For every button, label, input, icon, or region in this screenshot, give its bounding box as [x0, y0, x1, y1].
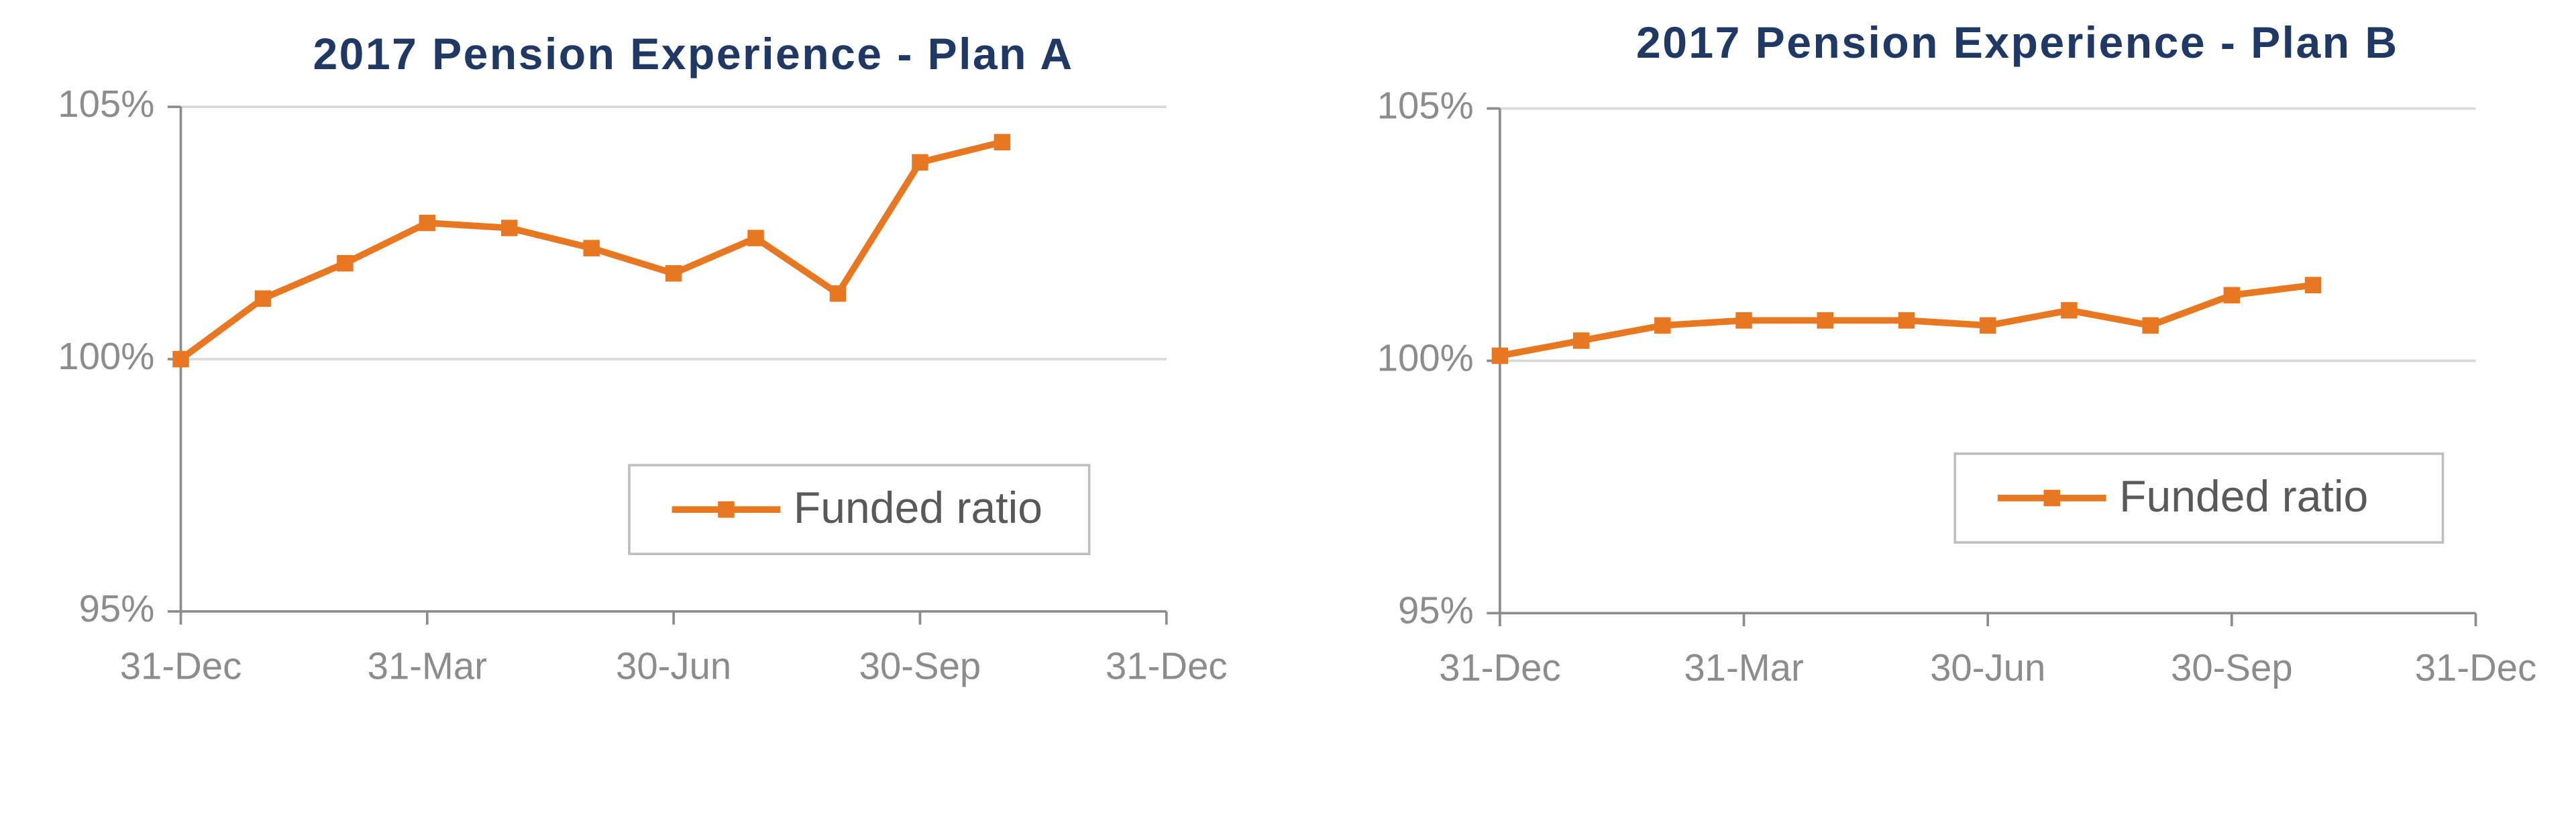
data-point — [172, 350, 189, 368]
data-point — [337, 254, 354, 272]
data-point — [2304, 277, 2322, 293]
data-point — [1735, 312, 1752, 329]
chart-title: 2017 Pension Experience - Plan A — [313, 30, 1073, 79]
data-point — [747, 230, 764, 246]
x-tick-label: 30-Jun — [616, 645, 731, 687]
y-tick-label: 95% — [79, 587, 155, 630]
data-point — [419, 214, 436, 232]
legend: Funded ratio — [628, 464, 1091, 556]
y-tick-label: 100% — [1377, 336, 1474, 379]
x-tick-label: 31-Dec — [120, 645, 242, 687]
y-tick-label: 105% — [1377, 84, 1474, 126]
data-point — [1817, 312, 1834, 329]
x-tick-label: 30-Sep — [859, 645, 981, 687]
data-point — [2142, 317, 2159, 334]
data-point — [1654, 317, 1671, 334]
x-tick-label: 30-Jun — [1930, 646, 2045, 689]
x-tick-label: 31-Mar — [1684, 646, 1803, 689]
data-point — [501, 219, 518, 236]
data-point — [665, 265, 682, 282]
data-point — [1491, 347, 1509, 364]
legend-label: Funded ratio — [794, 483, 1042, 533]
legend-marker — [718, 501, 735, 518]
x-tick-label: 31-Dec — [1106, 645, 1228, 687]
data-point — [1898, 312, 1915, 329]
chart: 2017 Pension Experience - Plan B 95% 100% 1… — [1377, 18, 2537, 689]
chart-title: 2017 Pension Experience - Plan B — [1636, 18, 2399, 68]
y-tick-label: 95% — [1398, 589, 1474, 631]
data-point — [2223, 287, 2241, 304]
data-point — [829, 285, 847, 302]
data-point — [2061, 302, 2078, 319]
x-tick-label: 30-Sep — [2171, 646, 2293, 689]
data-point — [912, 154, 928, 171]
data-point — [994, 134, 1011, 151]
legend-marker — [2043, 489, 2060, 507]
chart: 2017 Pension Experience - Plan A 95% 100% 1… — [58, 30, 1227, 687]
y-tick-label: 105% — [58, 83, 154, 125]
data-point — [254, 290, 272, 307]
y-tick-label: 100% — [58, 335, 154, 377]
data-point — [583, 240, 600, 256]
legend-label: Funded ratio — [2119, 472, 2368, 522]
legend: Funded ratio — [1953, 452, 2445, 544]
x-tick-label: 31-Mar — [368, 645, 487, 687]
data-point — [1979, 317, 1996, 334]
x-tick-label: 31-Dec — [1439, 646, 1561, 689]
x-tick-label: 31-Dec — [2415, 646, 2537, 689]
data-point — [1572, 332, 1590, 349]
